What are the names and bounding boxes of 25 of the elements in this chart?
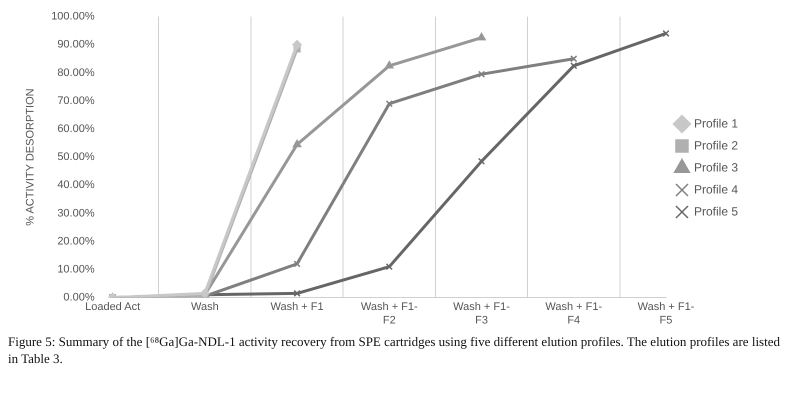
y-axis-title: % ACTIVITY DESORPTION [24, 88, 37, 226]
y-tick-label: 90.00% [57, 38, 95, 51]
y-tick-label: 80.00% [57, 66, 95, 79]
x-tick-label: Wash + F1 [270, 301, 324, 314]
x-tick-label: Wash + F1- F5 [638, 301, 695, 326]
y-tick-label: 20.00% [57, 235, 95, 248]
y-tick-label: 70.00% [57, 94, 95, 107]
x-tick-label: Wash + F1- F4 [545, 301, 602, 326]
x-tick-label: Wash [190, 301, 219, 314]
y-tick-label: 0.00% [63, 292, 95, 304]
legend-label: Profile 4 [694, 182, 738, 196]
y-tick-label: 60.00% [57, 123, 95, 136]
x-tick-label: Wash + F1- F3 [453, 301, 510, 326]
x-tick-label: Wash + F1- F2 [360, 301, 418, 326]
y-tick-label: 30.00% [57, 207, 95, 220]
x-tick-label: Loaded Act [85, 301, 140, 314]
legend-label: Profile 5 [694, 204, 738, 218]
y-tick-label: 10.00% [57, 264, 95, 276]
caption: Figure 5: Summary of the [⁶⁸Ga]Ga-NDL-1 activity recovery from SPE cartridges using five different elution profiles. The elution profiles are listed in Table 3. [8, 334, 780, 368]
y-tick-label: 100.00% [51, 10, 95, 23]
legend-label: Profile 2 [694, 138, 738, 152]
legend-label: Profile 1 [694, 116, 738, 130]
y-tick-label: 50.00% [57, 151, 95, 164]
y-tick-label: 40.00% [57, 179, 95, 192]
legend-label: Profile 3 [694, 160, 738, 174]
